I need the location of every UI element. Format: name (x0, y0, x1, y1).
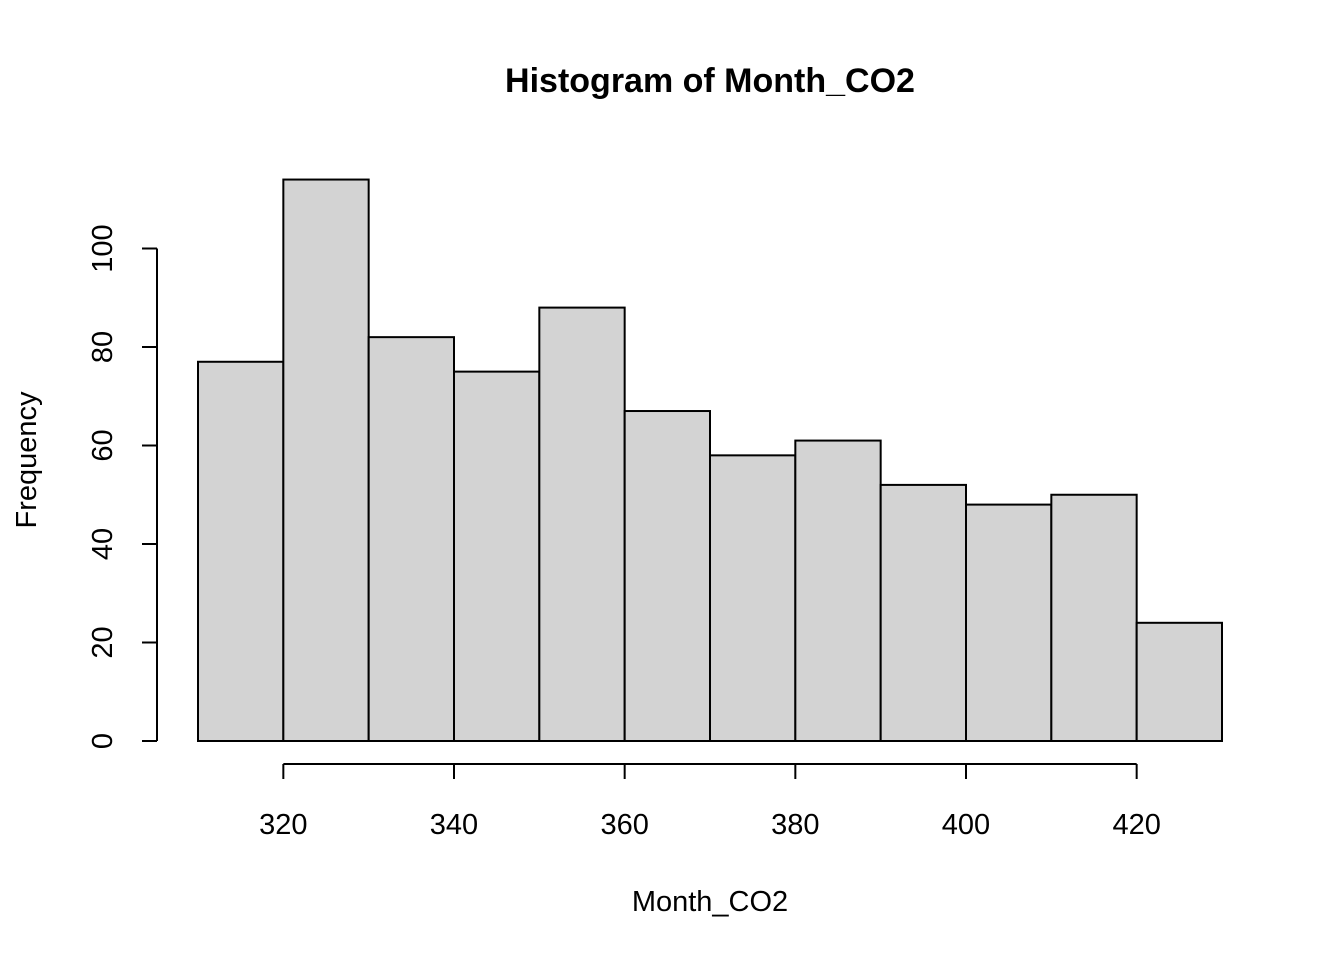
histogram-bar (794, 439, 882, 742)
histogram-bar (965, 503, 1053, 742)
x-tick-label: 340 (430, 809, 478, 841)
y-tick-label: 60 (87, 429, 119, 461)
chart-title: Histogram of Month_CO2 (505, 62, 915, 100)
y-tick-label: 80 (87, 331, 119, 363)
histogram-bar (709, 454, 797, 742)
histogram-bar (197, 360, 285, 742)
y-tick-label: 40 (87, 528, 119, 560)
histogram-bar (453, 370, 541, 742)
y-axis-label: Frequency (11, 391, 43, 529)
histogram-bar (623, 410, 712, 742)
x-tick-label: 360 (600, 809, 648, 841)
histogram-bar (538, 306, 626, 742)
x-tick-label: 380 (771, 809, 819, 841)
histogram-bar (1135, 621, 1223, 742)
y-tick-label: 100 (87, 224, 119, 272)
x-tick-label: 400 (942, 809, 990, 841)
bars-group (197, 178, 1223, 743)
x-axis-label: Month_CO2 (632, 886, 788, 918)
histogram-bar (367, 336, 455, 742)
y-axis: 0 20 40 60 80 100 (87, 224, 158, 749)
histogram-bar (879, 483, 968, 742)
x-axis: 320 340 360 380 400 420 (259, 763, 1161, 841)
x-tick-label: 420 (1112, 809, 1160, 841)
y-tick-label: 0 (87, 733, 119, 749)
histogram-bar (1050, 493, 1138, 742)
histogram-bar (282, 178, 370, 743)
x-tick-label: 320 (259, 809, 307, 841)
y-tick-label: 20 (87, 626, 119, 658)
